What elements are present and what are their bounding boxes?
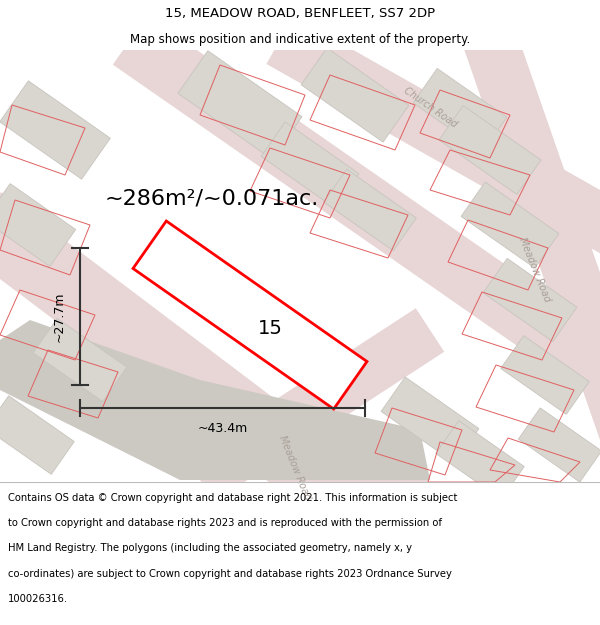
Polygon shape	[0, 184, 76, 266]
Text: Map shows position and indicative extent of the property.: Map shows position and indicative extent…	[130, 32, 470, 46]
Polygon shape	[186, 308, 444, 502]
Text: Church Road: Church Road	[401, 86, 458, 130]
Polygon shape	[261, 122, 359, 208]
Polygon shape	[133, 221, 367, 409]
Text: to Crown copyright and database rights 2023 and is reproduced with the permissio: to Crown copyright and database rights 2…	[8, 519, 442, 529]
Text: HM Land Registry. The polygons (including the associated geometry, namely x, y: HM Land Registry. The polygons (includin…	[8, 544, 412, 554]
Polygon shape	[0, 320, 430, 480]
Polygon shape	[0, 192, 451, 588]
Text: 100026316.: 100026316.	[8, 594, 68, 604]
Polygon shape	[501, 336, 589, 414]
Polygon shape	[464, 31, 600, 509]
Polygon shape	[149, 364, 431, 526]
Polygon shape	[381, 377, 479, 463]
Polygon shape	[113, 16, 600, 384]
Polygon shape	[518, 408, 600, 482]
Polygon shape	[301, 48, 409, 142]
Polygon shape	[439, 106, 541, 194]
Polygon shape	[266, 16, 600, 274]
Text: Meadow Road: Meadow Road	[277, 434, 313, 502]
Polygon shape	[0, 81, 110, 179]
Text: co-ordinates) are subject to Crown copyright and database rights 2023 Ordnance S: co-ordinates) are subject to Crown copyr…	[8, 569, 452, 579]
Polygon shape	[461, 182, 559, 268]
Text: Meadow Road: Meadow Road	[517, 236, 553, 304]
Text: 15, MEADOW ROAD, BENFLEET, SS7 2DP: 15, MEADOW ROAD, BENFLEET, SS7 2DP	[165, 8, 435, 21]
Polygon shape	[324, 169, 416, 251]
Polygon shape	[436, 421, 524, 499]
Polygon shape	[33, 318, 127, 402]
Text: ~43.4m: ~43.4m	[197, 422, 248, 435]
Polygon shape	[413, 68, 507, 152]
Text: ~286m²/~0.071ac.: ~286m²/~0.071ac.	[105, 188, 319, 208]
Text: ~27.7m: ~27.7m	[53, 291, 66, 342]
Text: 15: 15	[257, 319, 283, 338]
Polygon shape	[178, 51, 302, 159]
Polygon shape	[0, 396, 74, 474]
Text: Contains OS data © Crown copyright and database right 2021. This information is : Contains OS data © Crown copyright and d…	[8, 494, 457, 504]
Polygon shape	[483, 258, 577, 342]
